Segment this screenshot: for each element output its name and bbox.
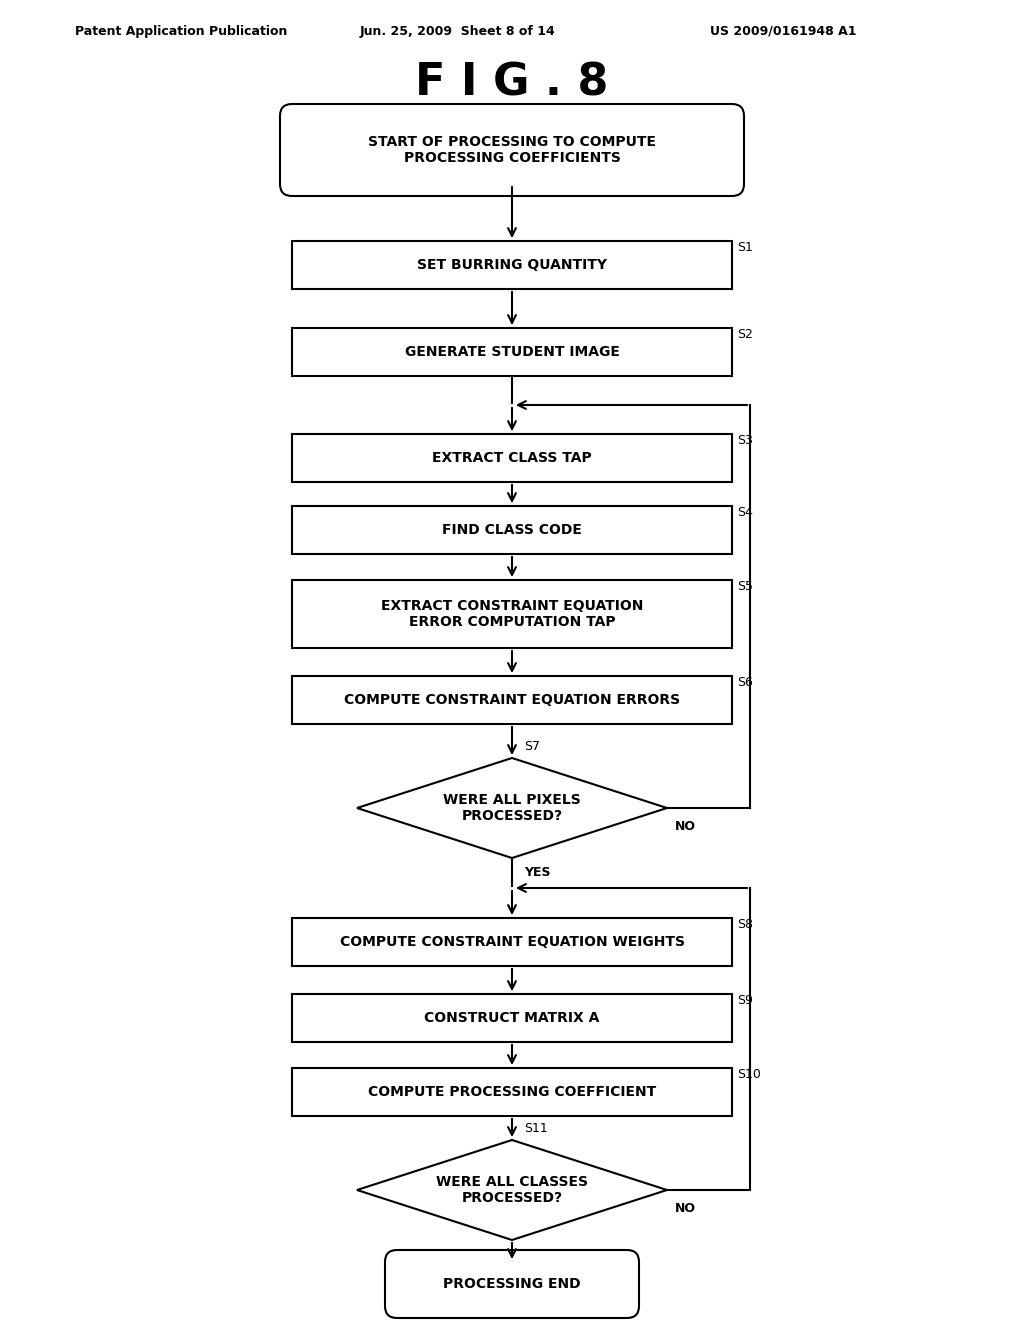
Text: S6: S6 <box>737 676 753 689</box>
Text: S3: S3 <box>737 434 753 447</box>
Bar <box>292 994 732 1041</box>
Text: S2: S2 <box>737 327 753 341</box>
Text: SET BURRING QUANTITY: SET BURRING QUANTITY <box>417 257 607 272</box>
Text: EXTRACT CLASS TAP: EXTRACT CLASS TAP <box>432 451 592 465</box>
Text: S11: S11 <box>524 1122 548 1135</box>
Text: US 2009/0161948 A1: US 2009/0161948 A1 <box>710 25 856 38</box>
FancyBboxPatch shape <box>385 1250 639 1317</box>
Text: S8: S8 <box>737 917 753 931</box>
Bar <box>292 579 732 648</box>
Text: COMPUTE PROCESSING COEFFICIENT: COMPUTE PROCESSING COEFFICIENT <box>368 1085 656 1100</box>
Bar <box>292 434 732 482</box>
Text: S9: S9 <box>737 994 753 1007</box>
Text: WERE ALL PIXELS
PROCESSED?: WERE ALL PIXELS PROCESSED? <box>443 793 581 824</box>
Bar <box>292 506 732 554</box>
Text: FIND CLASS CODE: FIND CLASS CODE <box>442 523 582 537</box>
Text: START OF PROCESSING TO COMPUTE
PROCESSING COEFFICIENTS: START OF PROCESSING TO COMPUTE PROCESSIN… <box>368 135 656 165</box>
Bar <box>292 676 732 723</box>
Text: NO: NO <box>675 1203 696 1214</box>
Text: S5: S5 <box>737 579 753 593</box>
Text: S1: S1 <box>737 242 753 253</box>
Text: PROCESSING END: PROCESSING END <box>443 1276 581 1291</box>
Text: S4: S4 <box>737 506 753 519</box>
Text: COMPUTE CONSTRAINT EQUATION ERRORS: COMPUTE CONSTRAINT EQUATION ERRORS <box>344 693 680 708</box>
Polygon shape <box>357 758 667 858</box>
Text: S10: S10 <box>737 1068 761 1081</box>
Text: WERE ALL CLASSES
PROCESSED?: WERE ALL CLASSES PROCESSED? <box>436 1175 588 1205</box>
Bar <box>292 917 732 966</box>
Text: S7: S7 <box>524 741 540 752</box>
Text: F I G . 8: F I G . 8 <box>416 62 608 106</box>
Polygon shape <box>357 1140 667 1239</box>
Text: YES: YES <box>524 1247 551 1261</box>
Text: NO: NO <box>675 820 696 833</box>
Bar <box>292 242 732 289</box>
Text: CONSTRUCT MATRIX A: CONSTRUCT MATRIX A <box>424 1011 600 1026</box>
Text: COMPUTE CONSTRAINT EQUATION WEIGHTS: COMPUTE CONSTRAINT EQUATION WEIGHTS <box>340 935 684 949</box>
Text: GENERATE STUDENT IMAGE: GENERATE STUDENT IMAGE <box>404 345 620 359</box>
Text: Patent Application Publication: Patent Application Publication <box>75 25 288 38</box>
FancyBboxPatch shape <box>280 104 744 195</box>
Bar <box>292 327 732 376</box>
Text: EXTRACT CONSTRAINT EQUATION
ERROR COMPUTATION TAP: EXTRACT CONSTRAINT EQUATION ERROR COMPUT… <box>381 599 643 630</box>
Text: YES: YES <box>524 866 551 879</box>
Text: Jun. 25, 2009  Sheet 8 of 14: Jun. 25, 2009 Sheet 8 of 14 <box>360 25 556 38</box>
Bar <box>292 1068 732 1115</box>
